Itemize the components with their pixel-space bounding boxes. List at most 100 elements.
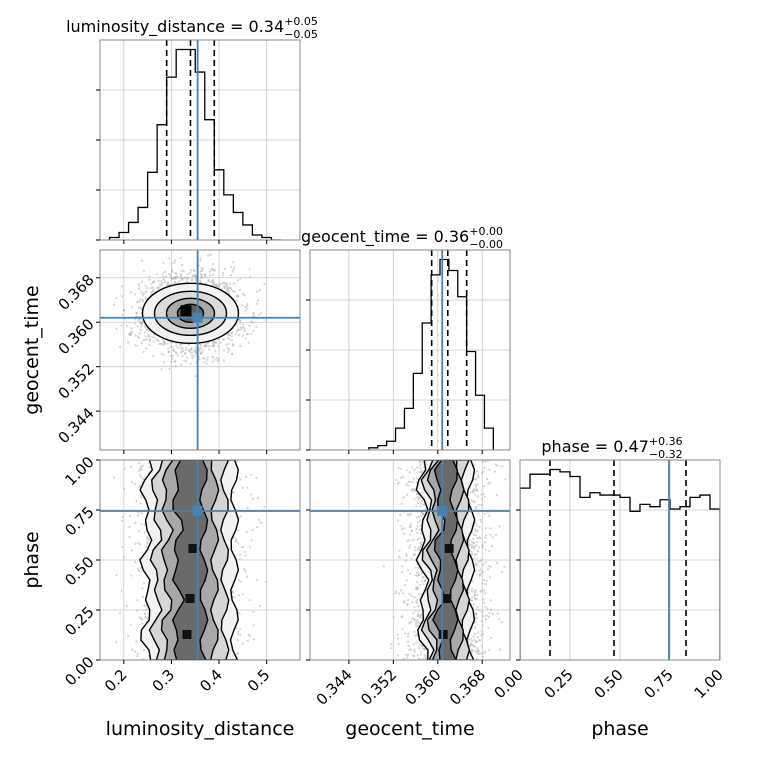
sample-point — [207, 254, 210, 257]
sample-point — [228, 334, 231, 337]
sample-point — [184, 351, 187, 355]
sample-point — [252, 329, 255, 332]
sample-point — [170, 277, 173, 280]
sample-point — [181, 346, 184, 350]
sample-point — [125, 324, 128, 328]
sample-point — [166, 342, 169, 345]
sample-point — [174, 365, 177, 368]
density-frame-luminosity_distance-geocent_time — [99, 249, 301, 451]
sample-point — [138, 469, 141, 472]
sample-point — [246, 639, 249, 643]
sample-point — [193, 273, 196, 276]
sample-point — [249, 546, 252, 549]
sample-point — [162, 353, 165, 356]
sample-point — [130, 333, 133, 336]
sample-point — [138, 285, 141, 288]
density-panel-luminosity_distance-geocent_time — [100, 250, 300, 450]
sample-point — [215, 284, 218, 287]
sample-point — [199, 346, 202, 349]
sample-point — [212, 282, 215, 285]
sample-point — [208, 344, 211, 348]
sample-point — [241, 486, 245, 489]
sample-point — [194, 281, 197, 284]
sample-point — [228, 338, 231, 341]
sample-point — [232, 261, 235, 264]
truth-marker — [192, 312, 203, 323]
sample-point — [141, 293, 144, 296]
sample-point — [151, 286, 154, 289]
sample-point — [208, 348, 211, 351]
sample-point — [194, 375, 197, 378]
sample-point — [212, 269, 215, 272]
sample-point — [138, 288, 141, 291]
sample-point — [189, 362, 192, 365]
sample-point — [199, 256, 202, 259]
sample-point — [248, 634, 251, 638]
sample-point — [128, 535, 131, 539]
sample-point — [239, 344, 242, 347]
sample-point — [235, 460, 238, 463]
sample-point — [220, 282, 223, 285]
sample-point — [137, 283, 140, 286]
sample-point — [183, 276, 186, 279]
sample-point — [202, 349, 205, 352]
sample-point — [217, 338, 220, 341]
sample-point — [181, 264, 184, 267]
sample-point — [231, 270, 234, 273]
sample-point — [245, 575, 248, 579]
sample-point — [198, 358, 201, 361]
sample-point — [136, 344, 139, 347]
sample-point — [129, 291, 132, 294]
sample-point — [187, 277, 190, 280]
sample-point — [186, 356, 189, 359]
sample-point — [231, 590, 234, 593]
sample-point — [243, 329, 246, 333]
sample-point — [164, 275, 167, 278]
sample-point — [238, 288, 241, 292]
sample-point — [252, 624, 255, 627]
sample-point — [241, 642, 244, 645]
sample-point — [139, 298, 142, 301]
sample-point — [252, 497, 255, 500]
sample-point — [146, 617, 149, 620]
sample-point — [143, 523, 146, 526]
sample-point — [138, 321, 141, 324]
sample-point — [237, 594, 240, 597]
panel-title-geocent_time: geocent_time = 0.36+0.00 — [301, 225, 503, 247]
sample-point — [113, 303, 116, 306]
sample-point — [263, 282, 266, 286]
sample-point — [255, 476, 258, 480]
sample-point — [161, 338, 164, 341]
sample-point — [130, 549, 133, 552]
sample-point — [158, 342, 161, 346]
sample-point — [230, 288, 233, 291]
sample-point — [252, 638, 255, 641]
sample-point — [177, 280, 180, 283]
sample-point — [224, 287, 227, 290]
sample-point — [172, 277, 175, 280]
sample-point — [134, 322, 137, 325]
sample-point — [175, 352, 178, 355]
sample-point — [247, 341, 250, 344]
sample-point — [249, 276, 252, 279]
sample-point — [258, 288, 261, 292]
sample-point — [243, 294, 246, 297]
sample-point — [180, 269, 183, 272]
sample-point — [159, 283, 162, 286]
sample-point — [128, 334, 131, 337]
sample-point — [246, 486, 249, 489]
sample-point — [153, 336, 156, 339]
sample-point — [248, 324, 251, 327]
sample-point — [236, 652, 239, 655]
sample-point — [168, 257, 171, 260]
sample-point — [239, 515, 242, 518]
sample-point — [131, 330, 134, 333]
panel-title-phase: phase = 0.47+0.36 — [541, 435, 682, 456]
sample-point — [145, 608, 148, 611]
sample-point — [191, 278, 194, 281]
sample-point — [145, 290, 148, 293]
sample-point — [243, 327, 246, 330]
sample-point — [235, 627, 238, 630]
sample-point — [162, 275, 165, 278]
sample-point — [194, 346, 197, 349]
